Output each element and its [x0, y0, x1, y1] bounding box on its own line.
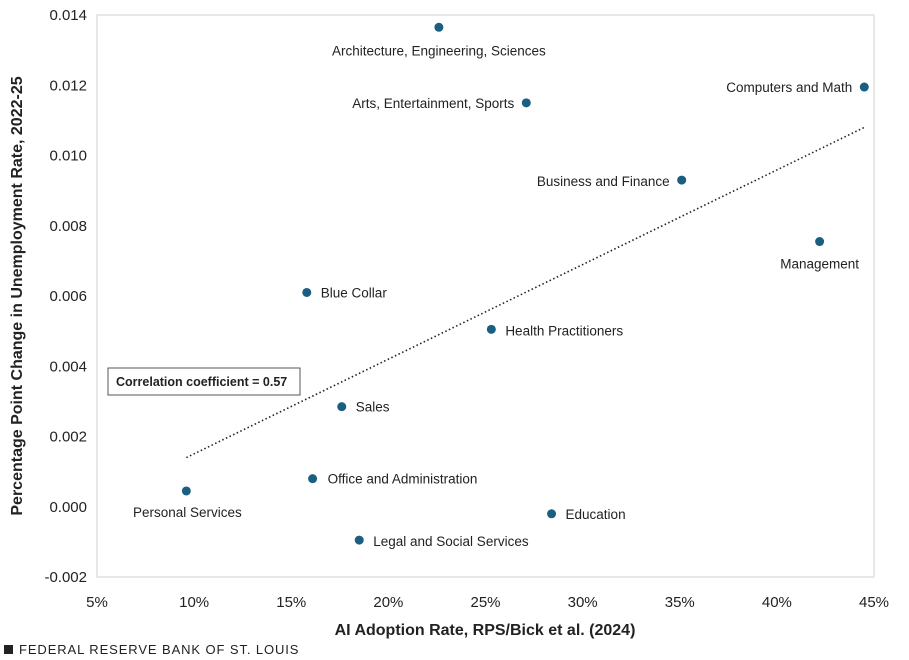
data-point: [815, 237, 825, 247]
source-text: FEDERAL RESERVE BANK OF ST. LOUIS: [19, 642, 300, 657]
data-point: [181, 486, 191, 496]
source-footer: FEDERAL RESERVE BANK OF ST. LOUIS: [4, 642, 299, 657]
point-label: Arts, Entertainment, Sports: [352, 96, 514, 111]
y-tick-label: 0.006: [49, 288, 87, 305]
y-tick-label: 0.010: [49, 148, 87, 165]
y-tick-label: 0.000: [49, 499, 87, 516]
point-label: Education: [566, 507, 626, 522]
y-tick-label: 0.012: [49, 77, 87, 94]
y-tick-label: -0.002: [44, 569, 87, 586]
y-tick-label: 0.008: [49, 218, 87, 235]
point-label: Office and Administration: [328, 472, 478, 487]
point-label: Architecture, Engineering, Sciences: [332, 43, 546, 58]
correlation-text: Correlation coefficient = 0.57: [116, 375, 287, 389]
x-axis-label: AI Adoption Rate, RPS/Bick et al. (2024): [335, 622, 636, 639]
data-point: [337, 402, 347, 412]
x-tick-label: 10%: [179, 594, 209, 611]
point-label: Sales: [356, 400, 390, 415]
data-point: [354, 535, 364, 545]
trendline: [186, 126, 865, 459]
footer-square-icon: [4, 645, 13, 654]
y-axis-ticks: -0.002 0.000 0.002 0.004 0.006 0.008 0.010 0.01…: [44, 7, 87, 586]
correlation-annotation: Correlation coefficient = 0.57: [107, 367, 301, 396]
scatter-chart: -0.002 0.000 0.002 0.004 0.006 0.008 0.010 0.01…: [9, 7, 889, 639]
point-label: Legal and Social Services: [373, 534, 529, 549]
point-label: Business and Finance: [537, 174, 670, 189]
point-label: Blue Collar: [321, 285, 388, 300]
y-tick-label: 0.002: [49, 429, 87, 446]
x-tick-label: 35%: [665, 594, 695, 611]
x-tick-label: 15%: [276, 594, 306, 611]
x-axis-ticks: 5% 10% 15% 20% 25% 30% 35% 40% 45%: [86, 594, 889, 611]
x-tick-label: 25%: [470, 594, 500, 611]
x-tick-label: 45%: [859, 594, 889, 611]
x-tick-label: 30%: [568, 594, 598, 611]
data-points: Architecture, Engineering, Sciences Compu…: [133, 22, 869, 549]
data-point: [302, 287, 312, 297]
data-point: [434, 22, 444, 32]
y-axis-label: Percentage Point Change in Unemployment …: [9, 76, 26, 515]
data-point: [486, 324, 496, 334]
data-point: [859, 82, 869, 92]
plot-area: [96, 14, 875, 578]
x-tick-label: 40%: [762, 594, 792, 611]
y-tick-label: 0.004: [49, 358, 87, 375]
point-label: Health Practitioners: [505, 323, 623, 338]
data-point: [521, 98, 531, 108]
point-label: Computers and Math: [726, 80, 852, 95]
data-point: [308, 474, 318, 484]
point-label: Personal Services: [133, 505, 242, 520]
data-point: [547, 509, 557, 519]
y-tick-label: 0.014: [49, 7, 87, 24]
data-point: [677, 175, 687, 185]
x-tick-label: 5%: [86, 594, 108, 611]
x-tick-label: 20%: [373, 594, 403, 611]
point-label: Management: [780, 257, 859, 272]
